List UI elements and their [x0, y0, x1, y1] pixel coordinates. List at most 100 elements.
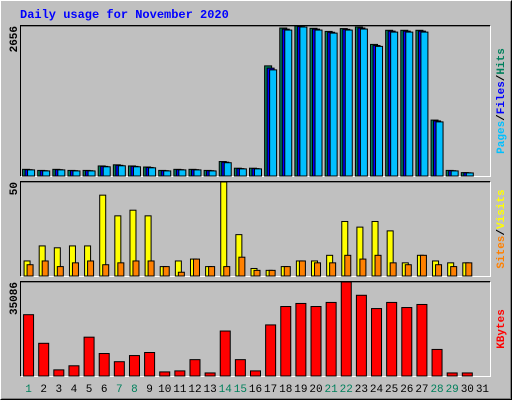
chart-title: Daily usage for November 2020	[20, 8, 229, 22]
bar	[219, 330, 231, 377]
bar	[329, 32, 338, 177]
legend: KBytes	[496, 309, 508, 349]
x-tick-label: 4	[71, 384, 78, 396]
bar	[238, 256, 246, 277]
x-tick-label: 12	[188, 384, 201, 396]
bar	[344, 254, 352, 277]
bar	[57, 169, 66, 177]
legend-entry: Visits	[496, 189, 508, 229]
bar	[284, 29, 293, 177]
legend-separator: /	[496, 229, 508, 236]
bar	[314, 29, 323, 177]
bar	[254, 168, 262, 177]
bar	[465, 262, 473, 277]
bar	[87, 170, 96, 177]
bar	[144, 351, 156, 377]
bar	[461, 372, 473, 377]
legend-entry: Files	[496, 81, 508, 114]
x-tick-label: 13	[204, 384, 217, 396]
bar	[87, 260, 95, 277]
x-tick-label: 27	[415, 384, 428, 396]
x-tick-label: 11	[173, 384, 187, 396]
x-tick-label: 14	[219, 384, 233, 396]
panel-border-light	[20, 181, 491, 277]
panel-border-dark	[20, 25, 491, 177]
bar	[23, 314, 35, 377]
x-tick-label: 3	[56, 384, 63, 396]
bar	[295, 302, 307, 377]
bar	[299, 26, 308, 177]
legend: Pages/Files/Hits	[496, 48, 508, 154]
bar	[283, 266, 291, 277]
bar	[280, 306, 292, 377]
bar	[193, 169, 202, 177]
bar	[389, 262, 397, 277]
x-tick-label: 1	[25, 384, 32, 396]
bar	[268, 269, 276, 277]
bar	[163, 170, 172, 177]
x-tick-label: 17	[264, 384, 277, 396]
bar	[416, 303, 428, 377]
x-tick-label: 25	[385, 384, 398, 396]
legend-entry: Pages	[496, 121, 508, 154]
bar	[174, 370, 186, 377]
bar	[431, 348, 443, 377]
x-tick-label: 22	[340, 384, 353, 396]
bar	[371, 308, 383, 377]
bar	[102, 166, 111, 177]
y-tick-label: 2656	[9, 26, 21, 52]
x-tick-label: 28	[430, 384, 443, 396]
bar	[72, 170, 81, 177]
x-tick-label: 26	[400, 384, 413, 396]
bar	[265, 324, 277, 377]
bar	[42, 170, 51, 177]
bar	[220, 181, 228, 277]
legend-entry: Hits	[496, 48, 508, 74]
bar	[329, 262, 337, 277]
x-tick-label: 31	[476, 384, 490, 396]
legend-separator: /	[496, 114, 508, 121]
bar	[177, 271, 185, 277]
bar	[405, 31, 414, 177]
bar	[99, 194, 107, 277]
bar	[269, 69, 278, 177]
bar	[359, 28, 368, 177]
bar	[132, 166, 141, 177]
bar	[41, 260, 49, 277]
legend: Sites/Visits	[496, 189, 508, 268]
bar	[38, 342, 50, 377]
bar	[117, 165, 126, 177]
x-tick-label: 30	[461, 384, 474, 396]
bar	[56, 266, 64, 277]
bar	[26, 264, 34, 277]
y-tick-label: 50	[9, 182, 21, 195]
bar	[450, 266, 458, 277]
bar	[208, 266, 216, 277]
bar	[162, 266, 170, 277]
x-tick-label: 6	[101, 384, 108, 396]
bar	[147, 260, 155, 277]
bar	[390, 31, 399, 177]
bar	[446, 372, 458, 377]
bar	[355, 294, 367, 377]
bar	[253, 269, 261, 277]
bar	[386, 301, 398, 377]
x-tick-label: 20	[309, 384, 322, 396]
bar	[83, 336, 95, 377]
bar	[234, 359, 246, 377]
bar	[435, 264, 443, 277]
y-tick-label: 35086	[9, 282, 21, 315]
bar	[298, 260, 306, 277]
bar	[113, 361, 125, 377]
bar	[102, 264, 110, 277]
x-tick-label: 18	[279, 384, 292, 396]
legend-entry: Sites	[496, 236, 508, 269]
bar	[238, 168, 247, 177]
bar	[359, 258, 367, 277]
bar	[310, 306, 322, 377]
panel-border-dark	[20, 181, 491, 277]
x-tick-label: 16	[249, 384, 262, 396]
